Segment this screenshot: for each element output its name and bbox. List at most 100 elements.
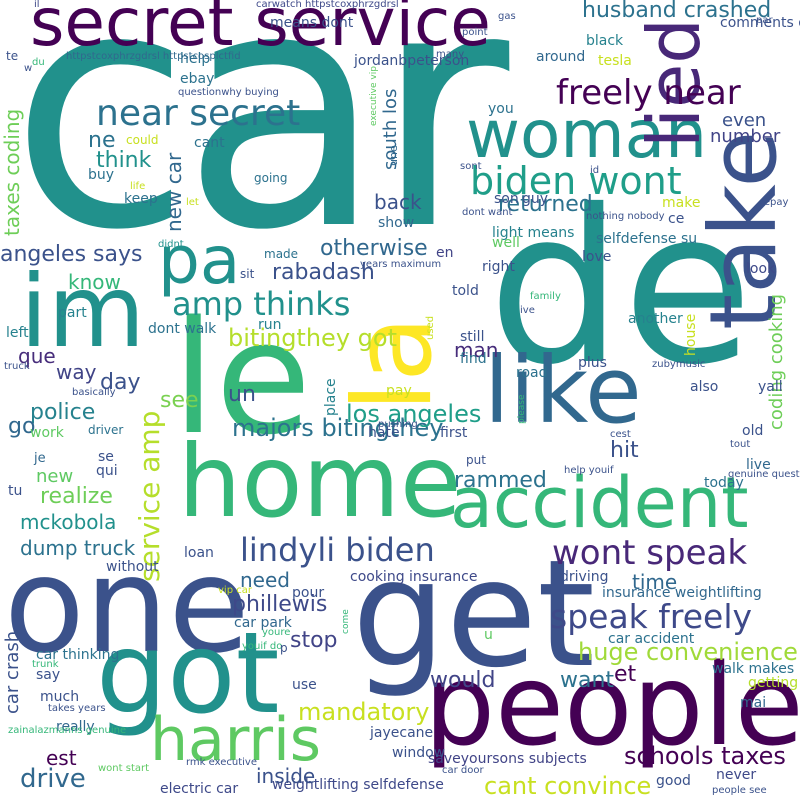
word-car: car — [10, 0, 509, 302]
word-basically: trunk — [32, 659, 59, 670]
word-today: today — [704, 475, 744, 491]
word-help-youif: genuine questionwhy — [728, 469, 800, 480]
word-youif-do: vip car — [218, 585, 252, 596]
word-et: et — [614, 662, 637, 687]
word-road: plus — [578, 355, 607, 371]
word-harris: harris — [150, 705, 322, 775]
word-car-door: help youif — [564, 465, 614, 476]
word-you: u — [484, 627, 493, 643]
word-well: show — [378, 215, 415, 231]
word-another: another — [628, 311, 683, 327]
word-je: qui — [96, 463, 118, 479]
word-years-maximum: didnt — [158, 239, 184, 250]
word-pay: work — [30, 425, 64, 441]
word-w: could — [126, 133, 159, 147]
word-know: know — [68, 270, 121, 294]
word-drive: drive — [20, 764, 86, 794]
word-used: family — [530, 291, 561, 302]
word-go: go — [8, 414, 36, 439]
word-cant: going — [254, 171, 288, 185]
word-light-means: light means — [492, 225, 575, 241]
word-im: im — [20, 253, 146, 370]
word-realize: realize — [40, 484, 113, 509]
word-time: time — [632, 570, 678, 594]
word-driving: never — [716, 767, 757, 783]
word-rmk-executive: nothing nobody — [586, 211, 665, 222]
word-car-park: car park — [234, 615, 292, 631]
word-te: point — [462, 27, 488, 38]
word-lindyli-biden: lindyli biden — [240, 531, 435, 569]
word-means-dont: help — [180, 51, 211, 67]
word-id: used — [425, 315, 436, 340]
word-mai: mai — [740, 695, 767, 711]
word-many: repay — [760, 197, 789, 208]
word-du: gas — [498, 11, 516, 22]
word-police: police — [30, 400, 96, 425]
word-even: even — [722, 110, 767, 131]
word-speak-freely: speak freely — [550, 597, 753, 636]
word-est: est — [46, 746, 77, 770]
word-say: really — [56, 719, 95, 735]
word-man: man — [454, 338, 499, 362]
word-cooking-insurance: cooking insurance — [350, 569, 478, 585]
word-first: hate — [368, 425, 400, 441]
word-un: un — [228, 382, 256, 407]
word-home: home — [178, 423, 462, 540]
word-life: du — [32, 57, 45, 68]
word-show: make — [662, 195, 701, 211]
word-getting: getting — [748, 675, 799, 691]
word-pa: pa — [158, 222, 241, 299]
word-truck: takes years — [48, 703, 106, 714]
word-point: many — [436, 49, 465, 60]
word-would: would — [430, 668, 496, 693]
word-car-thinking: car thinking — [36, 647, 120, 663]
word-see: see — [160, 388, 199, 413]
word-didnt: questionwhy buying — [178, 87, 279, 98]
word-made: sit — [240, 267, 255, 281]
word-zubymusic: tout — [730, 439, 751, 450]
word-husband-crashed: husband crashed — [582, 0, 772, 23]
word-returned: returned — [498, 192, 593, 217]
word-comments-defending: you — [488, 101, 514, 117]
word-never: good — [656, 773, 691, 789]
word-also: also — [690, 379, 719, 395]
word-le: le — [172, 287, 312, 469]
word-tu: loan — [184, 545, 214, 561]
word-old: old — [742, 423, 764, 439]
word-run: part — [58, 305, 87, 321]
word-httpstco: carwatch httpstcoxphrzgdrsl — [256, 0, 399, 10]
word-could: life — [130, 181, 146, 192]
word-still: find — [460, 351, 487, 367]
word-electric-car: electric car — [160, 781, 239, 797]
word-majors-bitingthey: majors bitingthey — [232, 414, 444, 442]
word-vip-car: wont start — [98, 763, 150, 774]
word-back: back — [374, 190, 422, 214]
word-taxes-coding: taxes coding — [0, 108, 24, 236]
word-youre: youif do — [242, 641, 283, 652]
word-number: number — [710, 126, 781, 147]
word-amp-thinks: amp thinks — [172, 285, 351, 323]
word-ive: zubymusic — [652, 359, 706, 370]
word-ebay: cant — [194, 135, 225, 151]
word-de: de — [488, 164, 753, 411]
word-wont-start: people see — [712, 785, 767, 796]
word-nothing-nobody: dont want — [462, 207, 513, 218]
word-c: w — [24, 63, 33, 74]
word-une: comments defending — [720, 15, 800, 31]
word-biden-wont: biden wont — [470, 159, 682, 203]
word-please: cest — [610, 429, 631, 440]
word-genuine-questionwhy: zainalazmanns genuine — [8, 725, 127, 736]
word-driver: place — [323, 378, 339, 416]
word-coding-cooking: coding cooking — [766, 293, 787, 430]
word-gas: par — [756, 15, 773, 26]
word-executive-vip: executive vip — [369, 66, 379, 126]
word-part: left — [6, 325, 29, 341]
word-think: think — [96, 148, 152, 173]
word-angeles-says: angeles says — [0, 242, 143, 267]
word-son: love — [582, 249, 612, 265]
word-car-crash: car crash — [2, 630, 23, 714]
word-one: one — [4, 529, 250, 683]
word-without: driving — [560, 569, 609, 585]
word-use: keep — [124, 191, 158, 207]
